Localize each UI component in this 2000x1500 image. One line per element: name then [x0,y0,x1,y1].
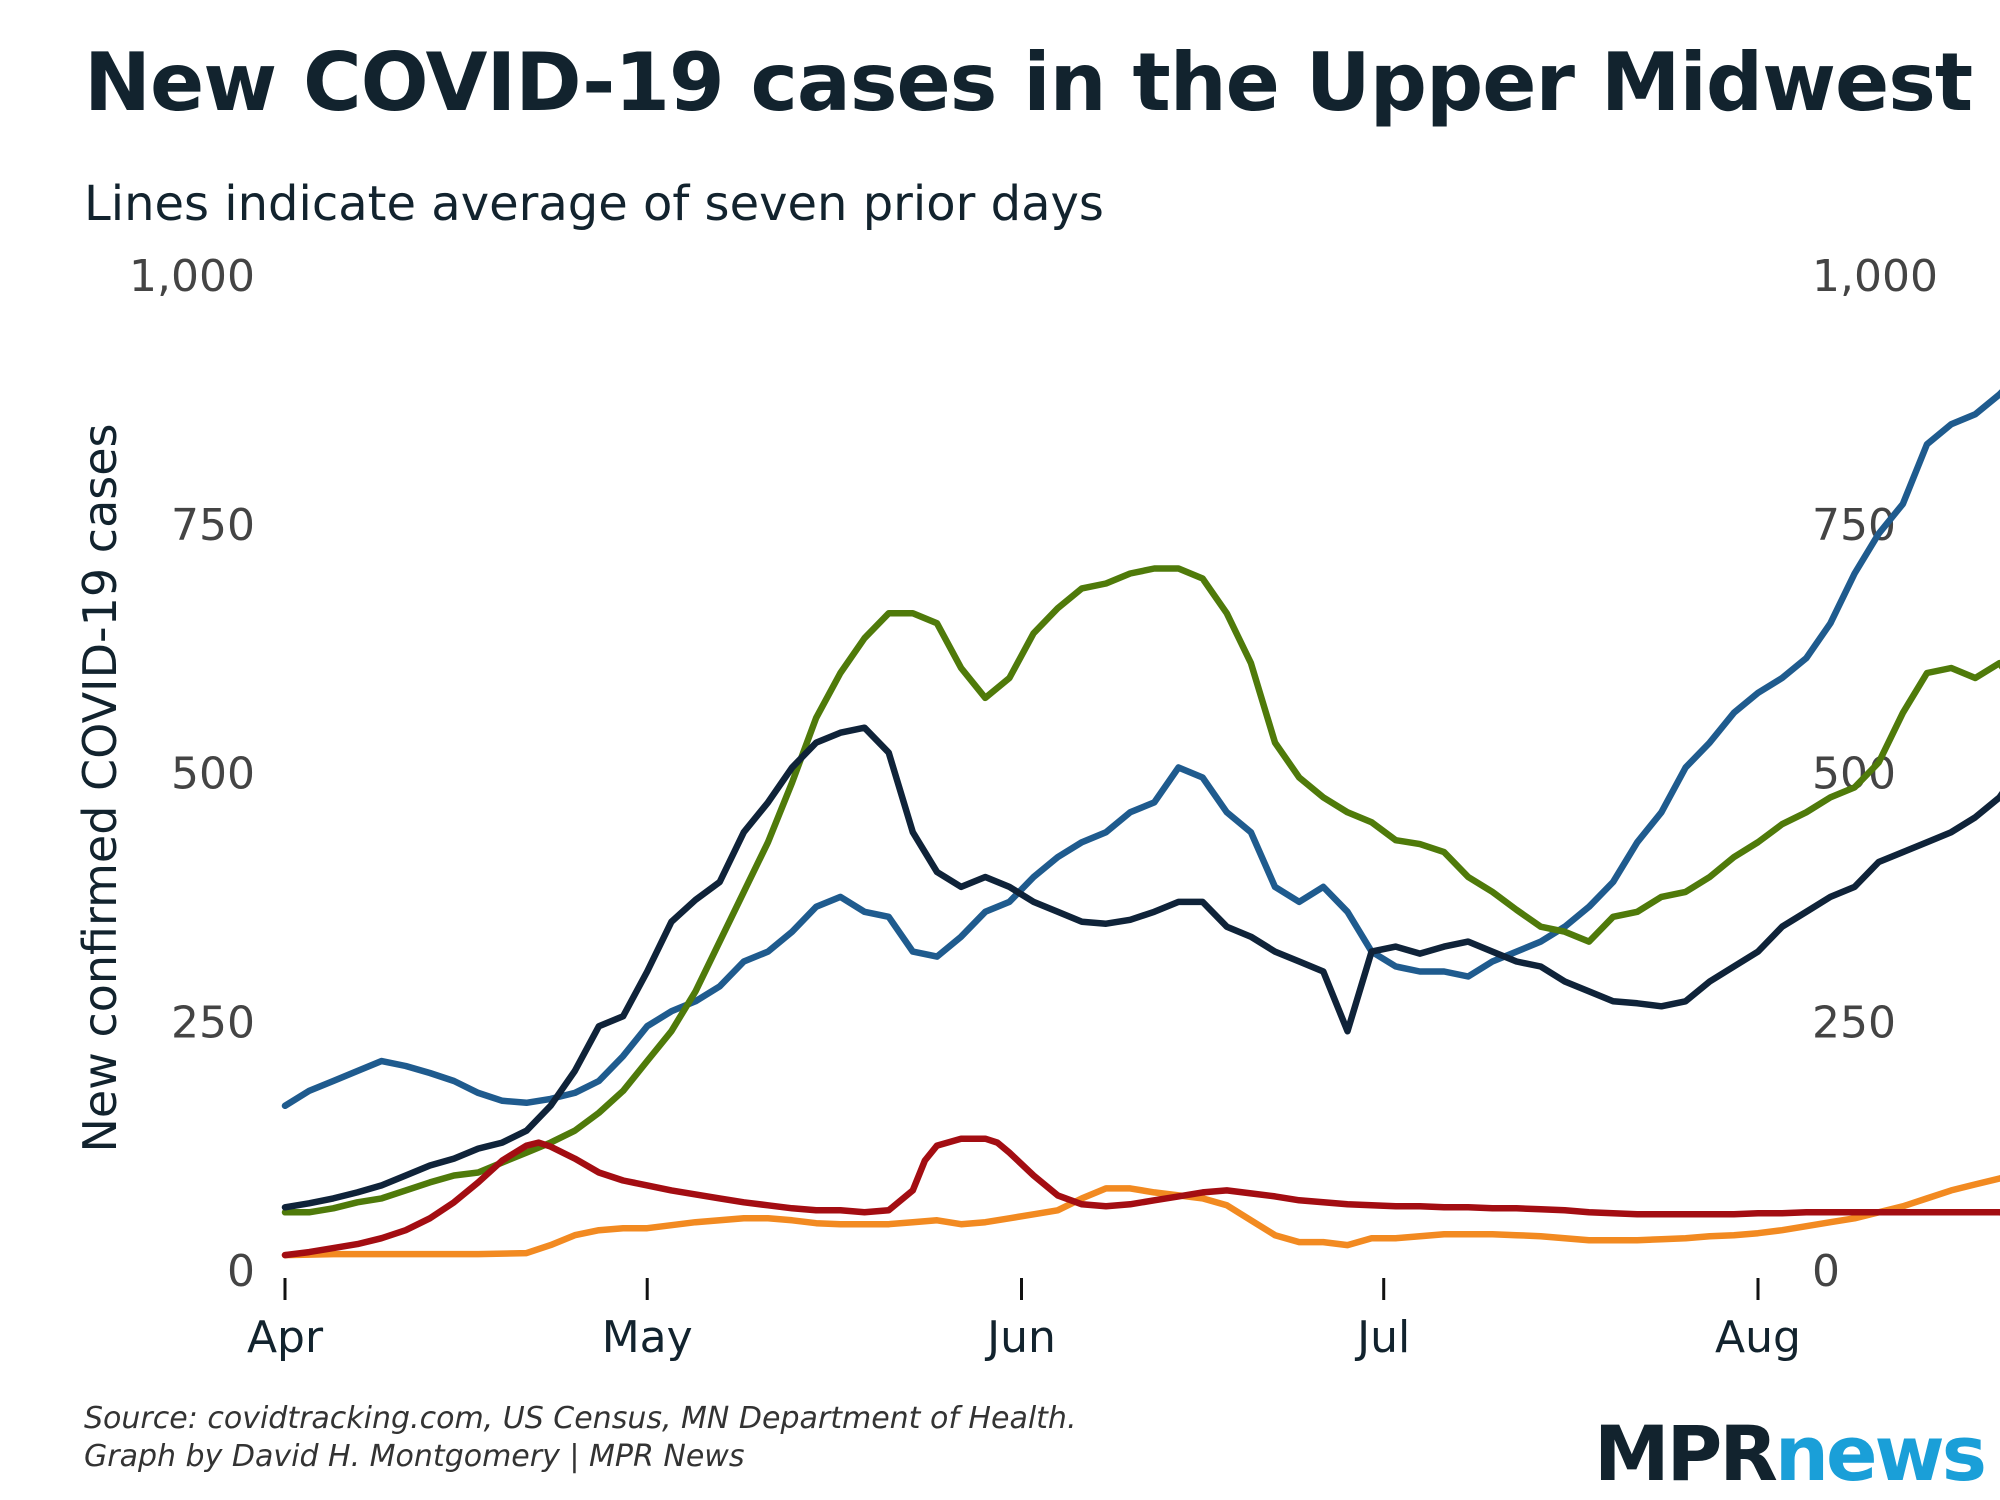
source-line-1: Source: covidtracking.com, US Census, MN… [84,1401,1077,1436]
logo-mpr: MPR [1594,1409,1778,1498]
y-tick-label-left: 250 [171,997,255,1048]
x-tick-label: Jun [984,1312,1056,1363]
y-tick-label-left: 500 [171,749,255,800]
y-tick-label-left: 0 [227,1246,255,1297]
y-tick-label-left: 750 [171,500,255,551]
series-line-ia [281,724,2000,1211]
y-axis-label: New confirmed COVID-19 cases [73,424,127,1153]
chart-subtitle: Lines indicate average of seven prior da… [84,176,1104,232]
x-tick-label: Apr [247,1312,324,1363]
series-line-wi [281,389,2000,1110]
logo-news: news [1774,1409,1987,1498]
y-tick-label-right: 250 [1812,997,1896,1048]
source-note: Source: covidtracking.com, US Census, MN… [84,1400,1076,1476]
series-line-sd [281,1135,2000,1259]
series-lines [281,389,2000,1259]
y-tick-label-right: 0 [1812,1246,1840,1297]
mpr-news-logo: MPRnews [1594,1416,1987,1492]
x-tick-label: May [602,1312,693,1363]
x-tick-label: Jul [1354,1312,1410,1363]
x-tick-label: Aug [1715,1312,1801,1363]
y-tick-label-left: 1,000 [129,251,255,302]
y-tick-label-right: 1,000 [1812,251,1938,302]
y-axis-left: 0 250 500 750 1,000 [129,251,255,1297]
x-axis: Apr May Jun Jul Aug [247,1278,1801,1363]
source-line-2: Graph by David H. Montgomery | MPR News [84,1439,745,1474]
chart-title: New COVID-19 cases in the Upper Midwest [84,36,1973,129]
series-line-mn [281,565,2000,1216]
